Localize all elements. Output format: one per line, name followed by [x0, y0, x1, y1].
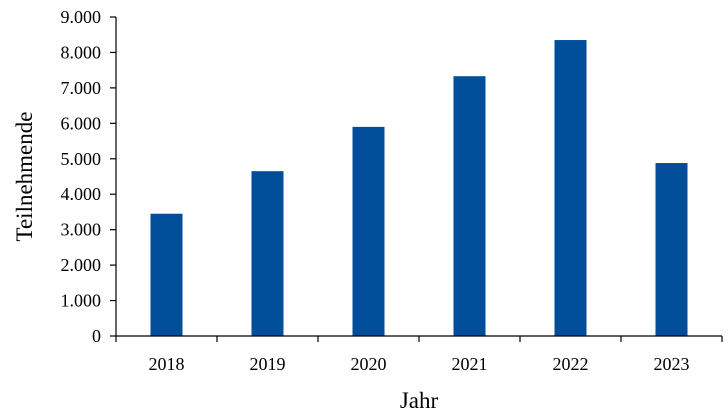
x-axis-title: Jahr	[400, 388, 439, 413]
y-tick-label: 5.000	[61, 149, 102, 169]
bar-2021	[453, 76, 486, 336]
bar-2022	[554, 40, 587, 337]
bar-2020	[352, 126, 385, 336]
bar-2019	[251, 171, 284, 336]
y-tick-label: 2.000	[61, 255, 102, 275]
bar-2023	[655, 163, 688, 336]
y-axis-ticks: 0 1.000 2.000 3.000 4.000 5.000 6.000 7.000 8.00…	[61, 7, 116, 346]
y-tick-label: 8.000	[61, 42, 102, 62]
x-tick-label: 2023	[654, 354, 690, 374]
x-tick-label: 2018	[149, 354, 185, 374]
y-tick-label: 4.000	[61, 184, 102, 204]
x-tick-label: 2020	[351, 354, 387, 374]
bars-group	[150, 40, 688, 337]
y-tick-label: 1.000	[61, 291, 102, 311]
x-axis-ticks: 2018 2019 2020 2021 2022 2023	[115, 336, 723, 374]
y-tick-label: 3.000	[61, 220, 102, 240]
y-tick-label: 9.000	[61, 7, 102, 27]
y-tick-label: 7.000	[61, 78, 102, 98]
y-tick-label: 6.000	[61, 113, 102, 133]
y-axis-title: Teilnehmende	[12, 112, 37, 242]
x-tick-label: 2019	[250, 354, 286, 374]
x-tick-label: 2021	[452, 354, 488, 374]
x-tick-label: 2022	[553, 354, 589, 374]
y-tick-label: 0	[92, 326, 101, 346]
bar-2018	[150, 213, 183, 336]
